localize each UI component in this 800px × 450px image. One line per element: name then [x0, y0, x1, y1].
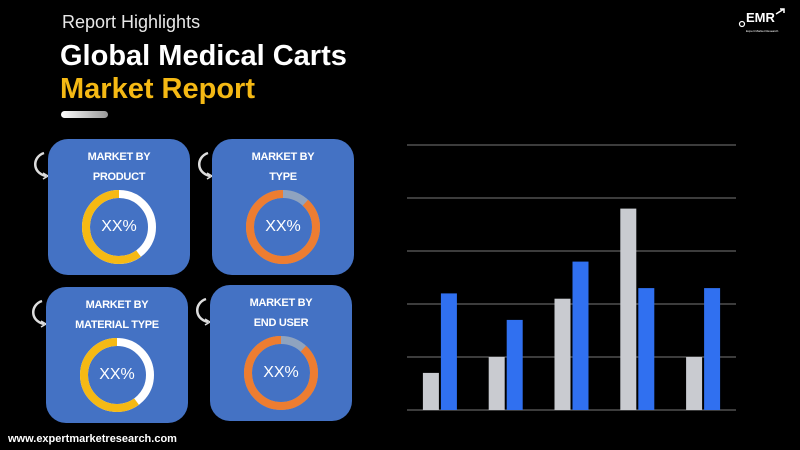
market-segment-card: MARKET BY PRODUCT XX% [48, 139, 190, 275]
donut-chart [244, 336, 318, 410]
bar [440, 293, 457, 410]
website-link[interactable]: www.expertmarketresearch.com [8, 433, 177, 445]
card-label: MARKET BY MATERIAL TYPE [75, 299, 159, 331]
market-segment-card: MARKET BY TYPE XX% [212, 139, 354, 275]
svg-text:Expert Market Research: Expert Market Research [746, 29, 779, 33]
bar [704, 288, 721, 410]
bar [554, 298, 571, 410]
card-label: MARKET BY TYPE [251, 151, 315, 183]
bar [638, 288, 655, 410]
bar [686, 357, 703, 410]
bar [488, 357, 505, 410]
market-segment-card: MARKET BY MATERIAL TYPE XX% [46, 287, 188, 423]
donut-chart [82, 190, 156, 264]
report-title-highlight: Market Report [60, 73, 255, 105]
report-title: Global Medical Carts [60, 40, 347, 72]
donut-fill [80, 338, 154, 412]
donut-fill [82, 190, 156, 264]
card-percentage: XX% [265, 218, 301, 235]
decorative-divider [61, 111, 108, 118]
bar [572, 261, 589, 410]
bar [506, 319, 523, 410]
svg-text:EMR: EMR [746, 10, 776, 25]
bar [620, 208, 637, 410]
donut-chart [80, 338, 154, 412]
card-label: MARKET BY END USER [249, 297, 313, 329]
donut-fill [244, 336, 318, 410]
bar [422, 372, 439, 410]
donut-chart [246, 190, 320, 264]
donut-fill [246, 190, 320, 264]
card-label: MARKET BY PRODUCT [87, 151, 151, 183]
market-segment-card: MARKET BY END USER XX% [210, 285, 352, 421]
card-percentage: XX% [263, 364, 299, 381]
card-percentage: XX% [101, 218, 137, 235]
card-percentage: XX% [99, 366, 135, 383]
emr-logo: EMR Expert Market Research [738, 8, 785, 33]
report-subtitle: Report Highlights [62, 12, 201, 32]
